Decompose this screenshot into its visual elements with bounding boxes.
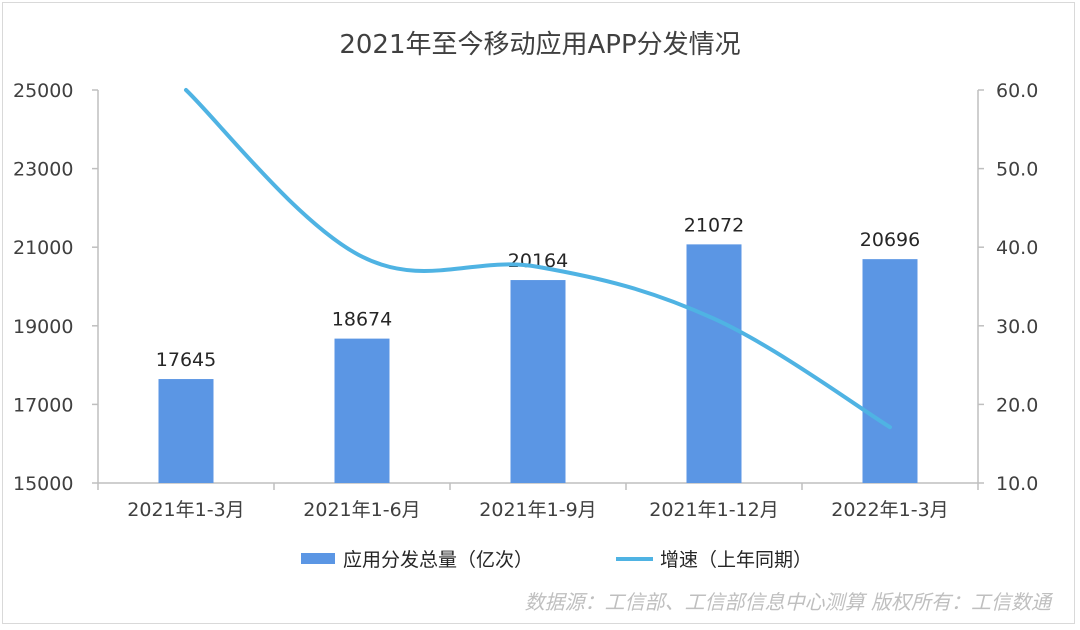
left-tick-label: 21000 — [13, 237, 73, 259]
x-tick-label: 2021年1-12月 — [649, 499, 778, 521]
chart-title: 2021年至今移动应用APP分发情况 — [339, 30, 740, 60]
legend: 应用分发总量（亿次） 增速（上年同期） — [301, 549, 812, 571]
bar-value-label: 20696 — [860, 229, 920, 251]
legend-bar-swatch — [301, 553, 335, 564]
right-tick-label: 40.0 — [996, 237, 1038, 259]
bar-series — [158, 244, 918, 483]
x-tick-label: 2021年1-6月 — [303, 499, 420, 521]
right-tick-label: 60.0 — [996, 80, 1038, 102]
left-tick-label: 25000 — [13, 80, 73, 102]
right-tick-label: 20.0 — [996, 394, 1038, 416]
left-tick-label: 17000 — [13, 394, 73, 416]
right-tick-label: 30.0 — [996, 316, 1038, 338]
chart-svg: 2021年至今移动应用APP分发情况 15000 17000 19000 21000 2… — [13, 30, 1054, 614]
legend-bar-label: 应用分发总量（亿次） — [343, 549, 533, 571]
bar-value-label: 18674 — [332, 309, 392, 331]
bar — [510, 280, 566, 483]
right-tick-label: 50.0 — [996, 159, 1038, 181]
bar — [686, 244, 742, 483]
left-tick-label: 23000 — [13, 159, 73, 181]
bar — [334, 338, 390, 483]
x-tick-label: 2022年1-3月 — [831, 499, 948, 521]
bar-value-label: 17645 — [156, 349, 216, 371]
x-tick-label: 2021年1-3月 — [127, 499, 244, 521]
bar-value-label: 21072 — [684, 214, 744, 236]
bar — [158, 379, 214, 483]
left-tick-label: 15000 — [13, 473, 73, 495]
x-tick-label: 2021年1-9月 — [479, 499, 596, 521]
source-note: 数据源：工信部、工信部信息中心测算 版权所有：工信数通 — [525, 590, 1054, 614]
legend-line-label: 增速（上年同期） — [660, 549, 812, 571]
line-series — [184, 88, 892, 430]
axes: 15000 17000 19000 21000 23000 25000 10.0 20.0 30… — [13, 80, 1038, 521]
left-tick-label: 19000 — [13, 316, 73, 338]
bar — [862, 259, 918, 483]
right-tick-label: 10.0 — [996, 473, 1038, 495]
growth-line — [184, 88, 892, 430]
